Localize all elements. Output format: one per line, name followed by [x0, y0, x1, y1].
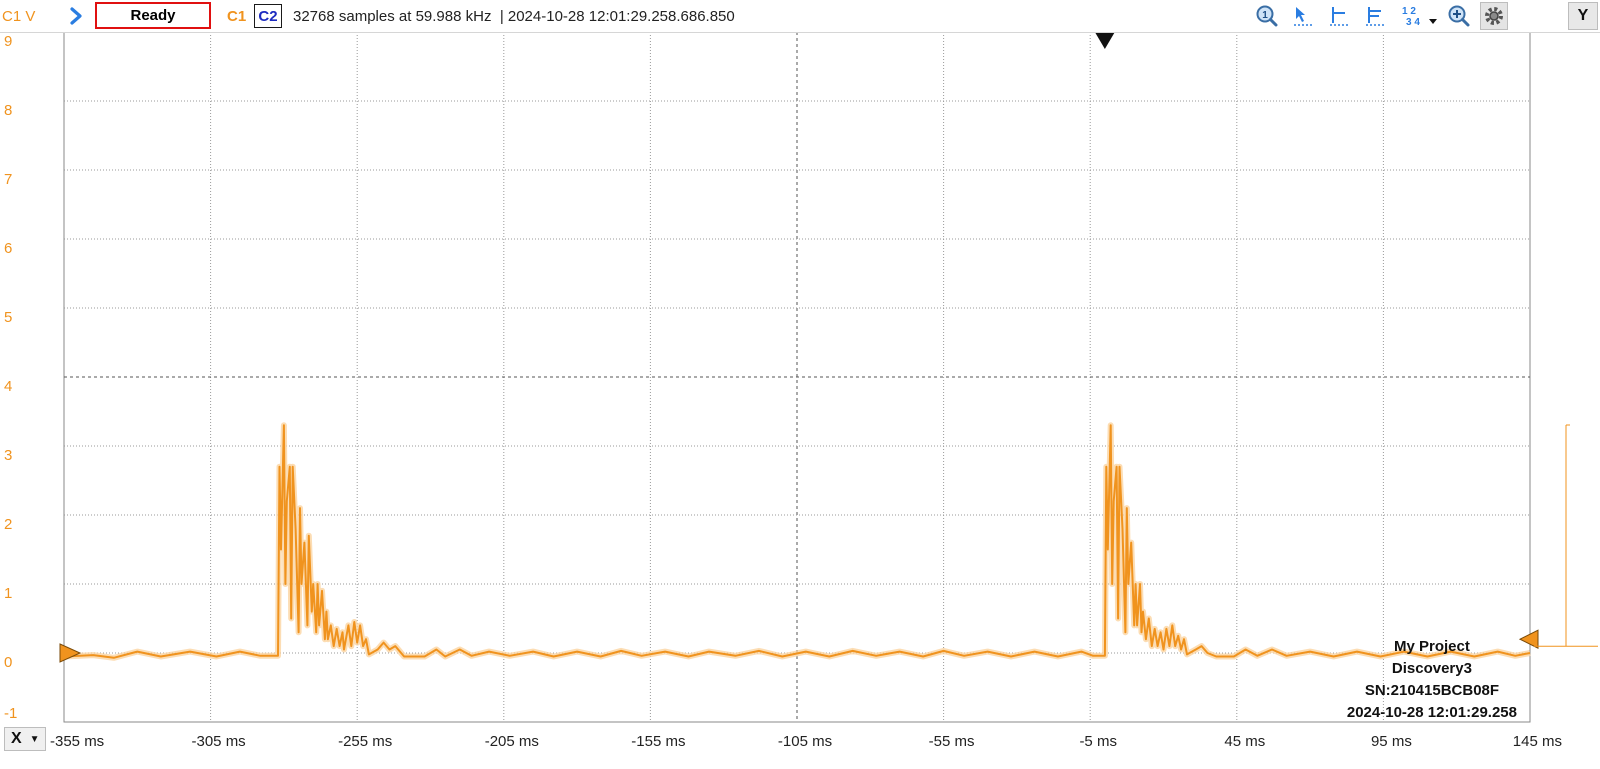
trigger-level-marker[interactable] [1518, 629, 1539, 650]
double-marker-icon[interactable] [1362, 4, 1388, 28]
acquisition-timestamp: | 2024-10-28 12:01:29.258.686.850 [499, 7, 735, 25]
y-tick-label: 4 [4, 378, 12, 395]
y-unit-label: C1 V [2, 7, 36, 25]
x-tick-label: 145 ms [1513, 733, 1562, 750]
y-tick-label: 3 [4, 447, 12, 464]
device-serial: SN:210415BCB08F [1364, 682, 1500, 699]
channel1-trace [63, 422, 1531, 661]
trace-line [63, 424, 1531, 659]
x-tick-label: -5 ms [1079, 733, 1117, 750]
x-axis-button[interactable]: X ▼ [4, 727, 46, 751]
x-tick-label: -55 ms [929, 733, 975, 750]
channel2-button[interactable]: C2 [254, 4, 282, 28]
device-datetime: 2024-10-28 12:01:29.258 [1346, 704, 1517, 721]
cursor-arrow-icon[interactable] [1290, 4, 1316, 28]
sample-info: 32768 samples at 59.988 kHz [293, 7, 492, 25]
device-info: My Project Discovery3 SN:210415BCB08F 20… [1347, 636, 1517, 724]
y-tick-label: 6 [4, 240, 12, 257]
svg-text:3 4: 3 4 [1406, 17, 1420, 28]
zoom-1-icon[interactable]: 1 [1254, 4, 1280, 28]
acquisition-info: 32768 samples at 59.988 kHz | 2024-10-28… [293, 0, 735, 32]
dropdown-icon[interactable] [1426, 4, 1440, 28]
y-tick-label: 5 [4, 309, 12, 326]
y-axis-button[interactable]: Y [1568, 2, 1598, 30]
x-tick-label: -255 ms [338, 733, 392, 750]
x-tick-label: -355 ms [50, 733, 104, 750]
chevron-down-icon[interactable]: ▼ [29, 733, 40, 745]
y-tick-label: 8 [4, 102, 12, 119]
trigger-position-marker[interactable] [1094, 32, 1115, 49]
y-tick-label: 0 [4, 654, 12, 671]
x-tick-label: -205 ms [485, 733, 539, 750]
plot-grid [63, 31, 1531, 723]
y-tick-label: -1 [4, 705, 17, 722]
status-badge: Ready [95, 2, 211, 29]
y-tick-label: 2 [4, 516, 12, 533]
x-axis-labels: -355 ms -305 ms -255 ms -205 ms -155 ms -105 … [50, 733, 1562, 750]
x-tick-label: -305 ms [192, 733, 246, 750]
device-model: Discovery3 [1391, 660, 1472, 677]
channel-offset-marker[interactable] [59, 643, 82, 663]
y-tick-label: 7 [4, 171, 12, 188]
x-axis-button-label: X [11, 730, 22, 747]
svg-text:1 2: 1 2 [1402, 6, 1416, 17]
top-toolbar: C1 V Ready C1 C2 32768 samples at 59.988… [0, 0, 1600, 33]
run-arrow-icon[interactable] [66, 0, 86, 32]
channel1-button[interactable]: C1 [227, 7, 247, 25]
settings-gear-icon[interactable] [1480, 2, 1508, 30]
y-tick-label: 9 [4, 33, 12, 50]
single-marker-icon[interactable] [1326, 4, 1352, 28]
project-name: My Project [1394, 638, 1470, 655]
markers[interactable] [59, 32, 1598, 663]
y-axis-labels: 9 8 7 6 5 4 3 2 1 0 -1 [4, 33, 17, 722]
y-tick-label: 1 [4, 585, 12, 602]
x-tick-label: -105 ms [778, 733, 832, 750]
x-tick-label: -155 ms [631, 733, 685, 750]
x-tick-label: 95 ms [1371, 733, 1412, 750]
zoom-icon[interactable] [1446, 4, 1472, 28]
svg-text:1: 1 [1262, 10, 1268, 21]
x-tick-label: 45 ms [1224, 733, 1265, 750]
